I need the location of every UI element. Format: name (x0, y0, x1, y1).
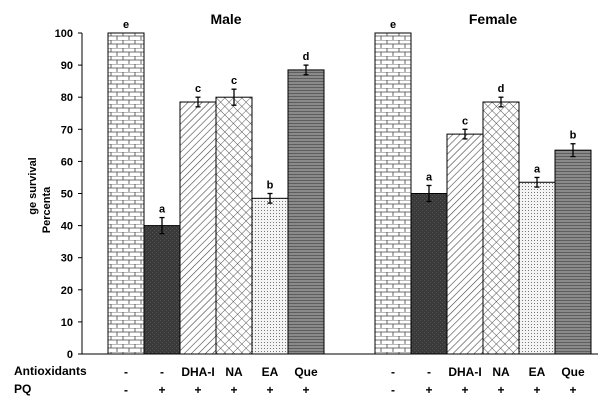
significance-label: c (462, 115, 468, 127)
y-tick-label: 80 (61, 92, 73, 104)
y-tick-label: 50 (61, 189, 73, 201)
antioxidant-label: - (124, 365, 128, 379)
antioxidant-label: - (391, 365, 395, 379)
y-tick-label: 20 (61, 285, 73, 297)
bar (179, 101, 217, 355)
antioxidant-label: Que (294, 365, 318, 379)
y-tick-label: 100 (55, 28, 73, 40)
pq-label: + (497, 383, 504, 397)
pq-label: + (266, 383, 273, 397)
significance-label: b (267, 180, 274, 192)
significance-label: d (303, 51, 310, 63)
panel-female: Female e - - a - + c DHA-I + d NA + a EA + b Que + (374, 11, 592, 397)
y-tick-label: 70 (61, 124, 73, 136)
error-bar (195, 96, 201, 108)
significance-label: b (570, 130, 577, 142)
pq-label: + (230, 383, 237, 397)
bar (518, 181, 556, 355)
error-bar (498, 96, 504, 108)
bar (554, 149, 592, 355)
significance-label: e (390, 19, 396, 31)
chart-panels: Male e - - a - + c DHA-I + c NA + b EA + d Que + Female e - - a… (107, 11, 592, 397)
y-tick-label: 0 (67, 349, 73, 361)
bar (410, 193, 448, 355)
error-bar (462, 128, 468, 140)
pq-label: + (461, 383, 468, 397)
antioxidant-label: - (160, 365, 164, 379)
y-ticks: 0 10 20 30 40 50 60 70 80 90 100 (55, 28, 82, 361)
bar (446, 133, 484, 355)
significance-label: c (195, 83, 201, 95)
panel-male: Male e - - a - + c DHA-I + c NA + b EA + d Que + (107, 11, 325, 397)
y-axis-title: ge survival Percenta (27, 157, 53, 233)
panel-title: Male (210, 11, 241, 27)
panel-title: Female (469, 11, 517, 27)
error-bar (303, 64, 309, 76)
antioxidant-label: DHA-I (181, 365, 214, 379)
antioxidant-label: NA (225, 365, 243, 379)
pq-label: - (391, 383, 395, 397)
bar (287, 69, 325, 355)
bar (215, 96, 253, 355)
significance-label: a (426, 171, 433, 183)
y-tick-label: 30 (61, 253, 73, 265)
pq-label: + (425, 383, 432, 397)
pq-label: + (302, 383, 309, 397)
significance-label: d (498, 83, 505, 95)
bar (251, 197, 289, 355)
y-axis-title-line-1: ge survival (27, 157, 39, 214)
row-label-pq: PQ (14, 382, 31, 396)
pq-label: + (569, 383, 576, 397)
error-bar (570, 143, 576, 158)
bar (143, 225, 181, 355)
y-tick-label: 60 (61, 156, 73, 168)
error-bar (426, 184, 432, 203)
bar (374, 32, 412, 355)
error-bar (534, 176, 540, 188)
antioxidant-label: EA (262, 365, 279, 379)
pq-label: - (124, 383, 128, 397)
error-bar (267, 192, 273, 204)
pq-label: + (533, 383, 540, 397)
y-tick-label: 40 (61, 221, 73, 233)
y-tick-label: 10 (61, 317, 73, 329)
pq-label: + (158, 383, 165, 397)
antioxidant-label: DHA-I (448, 365, 481, 379)
significance-label: a (159, 204, 166, 216)
significance-label: e (123, 19, 129, 31)
bar (107, 32, 145, 355)
pq-label: + (194, 383, 201, 397)
error-bar (159, 216, 165, 235)
significance-label: c (231, 75, 237, 87)
y-axis-title-line-2: Percenta (41, 186, 53, 233)
significance-label: a (534, 163, 541, 175)
bar (482, 101, 520, 355)
antioxidant-label: EA (529, 365, 546, 379)
error-bar (231, 88, 237, 106)
y-tick-label: 90 (61, 60, 73, 72)
row-label-antioxidants: Antioxidants (14, 364, 87, 378)
antioxidant-label: - (427, 365, 431, 379)
antioxidant-label: Que (561, 365, 585, 379)
antioxidant-label: NA (492, 365, 510, 379)
